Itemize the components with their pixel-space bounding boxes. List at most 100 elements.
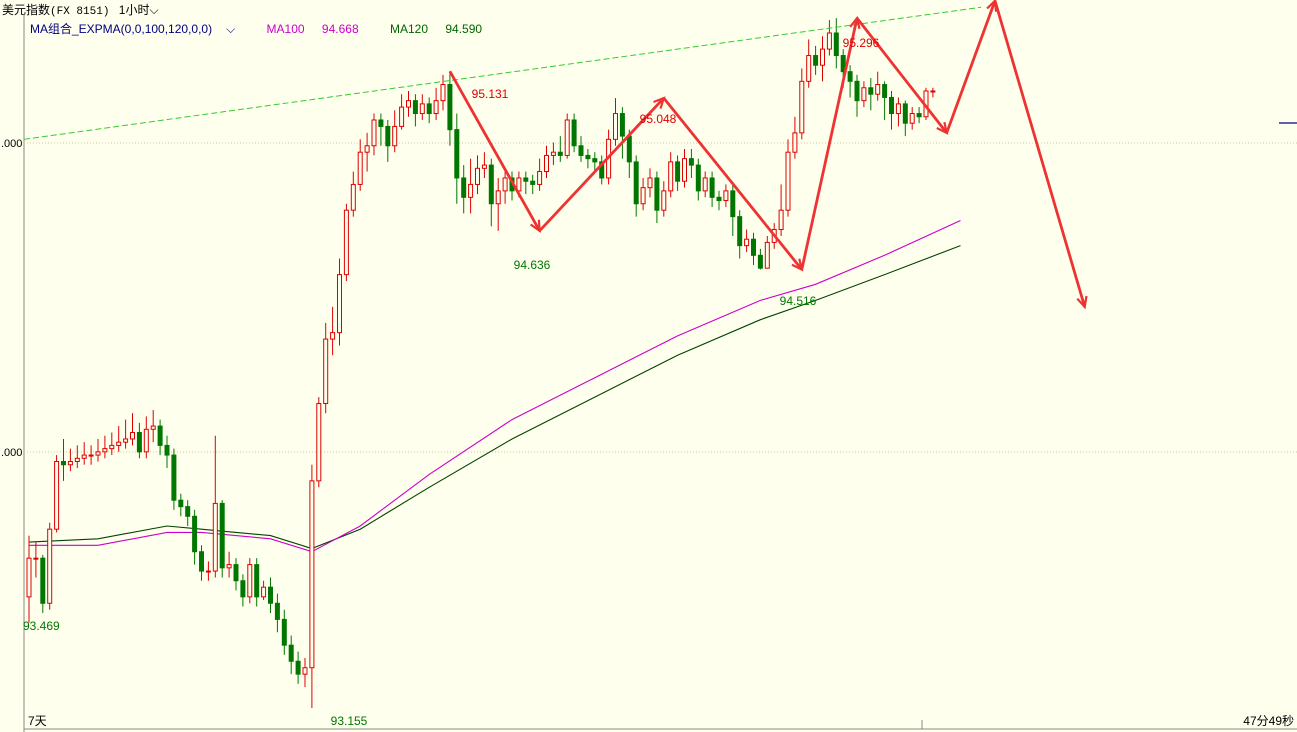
price-annotation: 94.636 [514,258,551,272]
candle-body [406,100,411,108]
candle [709,171,715,207]
candle-body [261,586,267,598]
candle-body [523,177,529,182]
candle [599,155,605,185]
candle [619,107,625,159]
candle [902,100,908,137]
candle [440,74,446,111]
candle [406,90,411,117]
candle [668,152,674,198]
candle [316,397,322,488]
candle-body [337,274,342,334]
candle-body [716,196,722,202]
candle [240,574,246,607]
candle [157,419,163,456]
candle [136,422,142,459]
candle [813,45,819,75]
candle-body [530,180,536,185]
thin-wave-line [663,97,803,270]
candle-body [54,461,60,530]
candle-body [419,103,425,115]
candle [205,561,211,581]
candle [81,442,87,465]
candle-body [33,557,39,560]
price-annotation: 93.155 [331,714,368,728]
candle [613,98,618,146]
candle [130,413,135,446]
candle-body [254,564,260,598]
ma120-value: 94.590 [445,22,483,36]
candle-body [274,602,280,620]
candle-body [737,216,743,247]
candle-body [309,480,315,669]
candle-body [861,87,867,102]
arrow-head [1076,295,1088,310]
candle [302,658,308,688]
candle-body [461,177,467,198]
candle-body [875,84,881,95]
candle-body [199,551,204,572]
candle-body [502,177,508,192]
candle [343,203,349,282]
candle-body [295,660,301,675]
candle-body [116,441,122,446]
candle [847,65,853,98]
period-selector[interactable]: 1小时⌵ [119,3,159,17]
candle-body [371,119,377,147]
candle [350,171,356,217]
ma100-line [29,220,961,553]
candle [806,39,812,88]
candle [488,158,494,227]
candle-body [364,145,370,153]
candle-body [661,190,667,211]
candle [109,432,115,456]
price-annotation: 95.048 [640,112,677,126]
candle [882,81,888,120]
candle [281,609,287,655]
candle [47,522,53,610]
candle [247,558,253,604]
indicator-label: MA组合_EXPMA(0,0,100,120,0,0) [30,22,213,36]
candle [889,90,894,130]
candle [544,145,549,178]
candle [337,258,342,346]
candle-body [695,164,701,192]
candle [854,74,860,117]
candle-body [185,506,191,517]
candle-body [281,618,287,646]
candle-body [412,100,418,115]
candle-body [288,644,294,662]
candle [875,71,881,101]
candle [785,139,791,217]
arrow-shaft [538,97,665,232]
candle [54,455,60,533]
candle-body [585,154,591,160]
candle-body [820,48,825,66]
candle-body [537,171,543,185]
candle-body [495,190,501,205]
candle [481,152,487,178]
candle-body [868,87,874,95]
candle [537,158,543,191]
thin-wave-line [994,0,1086,307]
candle [633,155,639,217]
candle [502,171,508,204]
candle-body [481,164,487,169]
candle-body [640,187,646,205]
candle [185,500,191,526]
candle-body [564,119,570,156]
candle-body [854,80,860,102]
instrument-name: 美元指数 [2,3,51,17]
candle-body [682,158,687,182]
candle-body [895,103,901,115]
candle-body [392,125,398,147]
candle-body [516,177,522,192]
candle [564,113,570,159]
candle-body [592,158,598,163]
indicator-selector[interactable]: MA组合_EXPMA(0,0,100,120,0,0) ⌵ [30,22,249,36]
candle [102,435,108,459]
candle-body [799,80,805,134]
chevron-down-icon: ⌵ [226,22,236,36]
